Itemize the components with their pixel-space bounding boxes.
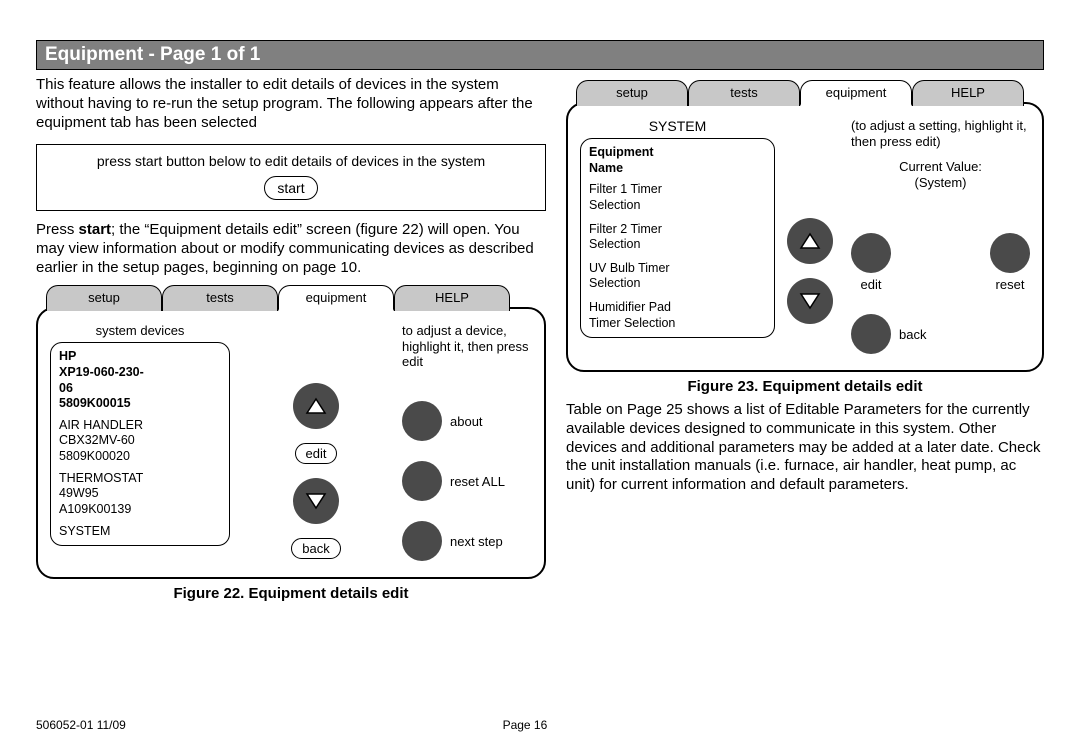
next-step-icon[interactable] — [402, 521, 442, 561]
back-icon-r[interactable] — [851, 314, 891, 354]
about-label: about — [450, 414, 483, 429]
list-item[interactable]: 5809K00015 — [59, 396, 221, 412]
list-item[interactable]: SYSTEM — [59, 524, 221, 540]
current-value-label: Current Value: — [851, 159, 1030, 175]
list-item[interactable]: Selection — [589, 276, 766, 292]
adjust-hint: to adjust a device, highlight it, then p… — [402, 323, 532, 370]
list-item[interactable]: Equipment — [589, 145, 766, 161]
list-item[interactable]: A109K00139 — [59, 502, 221, 518]
reset-all-label: reset ALL — [450, 474, 505, 489]
current-value: (System) — [851, 175, 1030, 191]
right-column: setup tests equipment HELP SYSTEM Equipm… — [566, 76, 1044, 602]
reset-all-icon[interactable] — [402, 461, 442, 501]
edit-button[interactable]: edit — [295, 443, 338, 464]
start-box: press start button below to edit details… — [36, 144, 546, 211]
tab-help-r[interactable]: HELP — [912, 80, 1024, 106]
back-label-r: back — [899, 327, 926, 342]
tab-setup[interactable]: setup — [46, 285, 162, 311]
list-item[interactable]: AIR HANDLER — [59, 418, 221, 434]
tab-help[interactable]: HELP — [394, 285, 510, 311]
device-list[interactable]: HP XP19-060-230- 06 5809K00015 AIR HANDL… — [50, 342, 230, 546]
figure-22-panel: setup tests equipment HELP system device… — [36, 307, 546, 579]
param-list[interactable]: Equipment Name Filter 1 Timer Selection … — [580, 138, 775, 338]
list-item[interactable]: Name — [589, 161, 766, 177]
list-item[interactable]: HP — [59, 349, 221, 365]
start-box-msg: press start button below to edit details… — [47, 153, 535, 170]
list-item[interactable]: Selection — [589, 237, 766, 253]
tab-setup-r[interactable]: setup — [576, 80, 688, 106]
down-arrow-button-r[interactable] — [787, 278, 833, 324]
down-arrow-button[interactable] — [293, 478, 339, 524]
figure-22-caption: Figure 22. Equipment details edit — [36, 585, 546, 602]
right-para: Table on Page 25 shows a list of Editabl… — [566, 401, 1044, 495]
doc-number: 506052-01 11/09 — [36, 718, 126, 732]
adjust-hint-r: (to adjust a setting, highlight it, then… — [851, 118, 1030, 149]
figure-23-panel: setup tests equipment HELP SYSTEM Equipm… — [566, 102, 1044, 372]
back-button[interactable]: back — [291, 538, 340, 559]
list-item[interactable]: Selection — [589, 198, 766, 214]
system-header: SYSTEM — [580, 118, 775, 134]
tab-equipment-r[interactable]: equipment — [800, 80, 912, 106]
reset-icon-r[interactable] — [990, 233, 1030, 273]
instruction-para: Press start; the “Equipment details edit… — [36, 221, 546, 277]
edit-icon-r[interactable] — [851, 233, 891, 273]
list-item[interactable]: 5809K00020 — [59, 449, 221, 465]
system-devices-header: system devices — [50, 323, 230, 338]
list-item[interactable]: Timer Selection — [589, 316, 766, 332]
reset-label-r: reset — [996, 277, 1025, 292]
list-item[interactable]: THERMOSTAT — [59, 471, 221, 487]
list-item[interactable]: Filter 1 Timer — [589, 182, 766, 198]
tab-equipment[interactable]: equipment — [278, 285, 394, 311]
tab-tests[interactable]: tests — [162, 285, 278, 311]
intro-text: This feature allows the installer to edi… — [36, 76, 546, 132]
figure-23-caption: Figure 23. Equipment details edit — [566, 378, 1044, 395]
list-item[interactable]: XP19-060-230- — [59, 365, 221, 381]
left-column: This feature allows the installer to edi… — [36, 76, 546, 602]
list-item[interactable]: Humidifier Pad — [589, 300, 766, 316]
about-icon[interactable] — [402, 401, 442, 441]
start-button[interactable]: start — [264, 176, 317, 200]
tab-tests-r[interactable]: tests — [688, 80, 800, 106]
up-arrow-button-r[interactable] — [787, 218, 833, 264]
list-item[interactable]: UV Bulb Timer — [589, 261, 766, 277]
page-footer: 506052-01 11/09 Page 16 — [36, 718, 1044, 732]
list-item[interactable]: Filter 2 Timer — [589, 222, 766, 238]
next-step-label: next step — [450, 534, 503, 549]
current-value-block: Current Value: (System) — [851, 159, 1030, 190]
list-item[interactable]: 49W95 — [59, 486, 221, 502]
title-bar: Equipment - Page 1 of 1 — [36, 40, 1044, 70]
edit-label-r: edit — [861, 277, 882, 292]
page-number: Page 16 — [503, 718, 548, 732]
list-item[interactable]: 06 — [59, 381, 221, 397]
up-arrow-button[interactable] — [293, 383, 339, 429]
list-item[interactable]: CBX32MV-60 — [59, 433, 221, 449]
